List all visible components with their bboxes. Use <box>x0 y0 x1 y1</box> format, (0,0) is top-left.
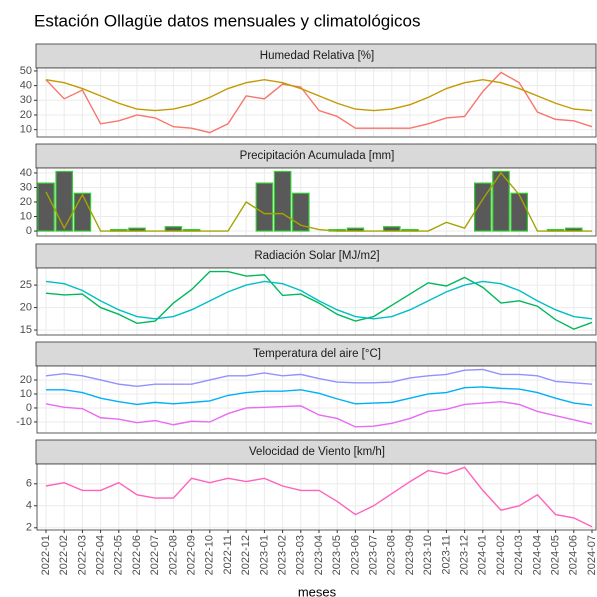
x-tick-label: 2022-05 <box>113 535 125 575</box>
x-tick-label: 2023-04 <box>313 535 325 575</box>
y-tick-label: 40 <box>20 80 32 92</box>
strip <box>35 43 597 69</box>
strip <box>35 439 597 465</box>
y-tick-label: 15 <box>20 324 32 336</box>
y-tick-label: 20 <box>20 196 32 208</box>
facet-title: Humedad Relativa [%] <box>260 50 374 62</box>
panel <box>37 366 596 433</box>
line <box>45 71 593 134</box>
x-tick-label: 2022-04 <box>95 535 107 575</box>
y-tick-label: 20 <box>20 374 32 386</box>
x-tick-label: 2023-07 <box>368 535 380 575</box>
panel-border <box>36 463 597 531</box>
y-tick-label: 0 <box>26 402 32 414</box>
x-tick-label: 2024-02 <box>495 535 507 575</box>
x-tick-label: 2022-02 <box>58 535 70 575</box>
panel-border <box>36 267 597 336</box>
line <box>45 280 593 320</box>
y-tick-label: 6 <box>26 478 32 490</box>
y-tick-label: 0 <box>26 225 32 237</box>
y-tick-label: 30 <box>20 181 32 193</box>
panel-border <box>36 67 597 138</box>
panel-border <box>36 365 597 434</box>
y-tick-label: 20 <box>20 301 32 313</box>
x-tick-label: 2023-12 <box>459 535 471 575</box>
bar <box>273 170 292 232</box>
x-tick-label: 2024-06 <box>568 535 580 575</box>
x-tick-label: 2024-03 <box>513 535 525 575</box>
x-tick-label: 2024-04 <box>531 535 543 575</box>
y-tick-label: 40 <box>20 167 32 179</box>
x-tick-label: 2024-05 <box>550 535 562 575</box>
chart-title: Estación Ollagüe datos mensuales y clima… <box>34 11 420 30</box>
y-tick-label: 25 <box>20 279 32 291</box>
x-tick-label: 2023-08 <box>386 535 398 575</box>
y-tick-label: 4 <box>26 500 32 512</box>
x-tick-label: 2022-12 <box>240 535 252 575</box>
y-tick-label: 2 <box>26 522 32 534</box>
bar <box>55 170 73 232</box>
x-tick-label: 2024-07 <box>586 535 597 575</box>
x-tick-label: 2022-07 <box>149 535 161 575</box>
facet-title: Radiación Solar [MJ/m2] <box>254 250 379 262</box>
strip <box>35 341 597 367</box>
bar <box>474 182 492 232</box>
line <box>45 400 593 428</box>
line <box>45 368 593 387</box>
y-tick-label: 10 <box>20 210 32 222</box>
bar <box>255 182 274 232</box>
facet-title: Temperatura del aire [°C] <box>253 348 381 360</box>
x-tick-label: 2023-09 <box>404 535 416 575</box>
y-tick-label: -10 <box>16 416 32 428</box>
x-tick-label: 2022-11 <box>222 535 234 575</box>
line <box>45 79 593 112</box>
bar <box>37 182 55 232</box>
y-tick-label: 10 <box>20 124 32 136</box>
strip <box>35 143 597 169</box>
line <box>45 270 593 330</box>
x-axis-label: meses <box>298 584 337 597</box>
x-tick-label: 2022-01 <box>40 535 52 575</box>
panel-border <box>36 167 597 237</box>
panel <box>37 68 596 137</box>
x-tick-label: 2023-01 <box>258 535 270 575</box>
x-tick-label: 2022-08 <box>167 535 179 575</box>
x-tick-label: 2023-03 <box>295 535 307 575</box>
strip <box>35 243 597 269</box>
panel <box>37 464 596 530</box>
x-tick-label: 2023-05 <box>331 535 343 575</box>
bar <box>73 192 92 232</box>
y-tick-label: 10 <box>20 388 32 400</box>
line <box>46 386 593 406</box>
x-tick-label: 2022-09 <box>186 535 198 575</box>
x-tick-label: 2022-10 <box>204 535 216 575</box>
bar <box>510 192 528 232</box>
y-tick-label: 30 <box>20 94 32 106</box>
bar <box>292 192 310 232</box>
y-tick-label: 20 <box>20 109 32 121</box>
bar <box>492 170 510 232</box>
x-tick-label: 2023-10 <box>422 535 434 575</box>
x-tick-label: 2023-11 <box>440 535 452 575</box>
y-tick-label: 50 <box>20 65 32 77</box>
x-tick-label: 2023-02 <box>277 535 289 575</box>
x-tick-label: 2022-06 <box>131 535 143 575</box>
facet-title: Precipitación Acumulada [mm] <box>240 150 395 162</box>
line <box>45 171 592 232</box>
x-tick-label: 2024-01 <box>477 535 489 575</box>
line <box>45 466 593 528</box>
facet-title: Velocidad de Viento [km/h] <box>249 446 385 458</box>
x-tick-label: 2022-03 <box>76 535 88 575</box>
x-tick-label: 2023-06 <box>349 535 361 575</box>
